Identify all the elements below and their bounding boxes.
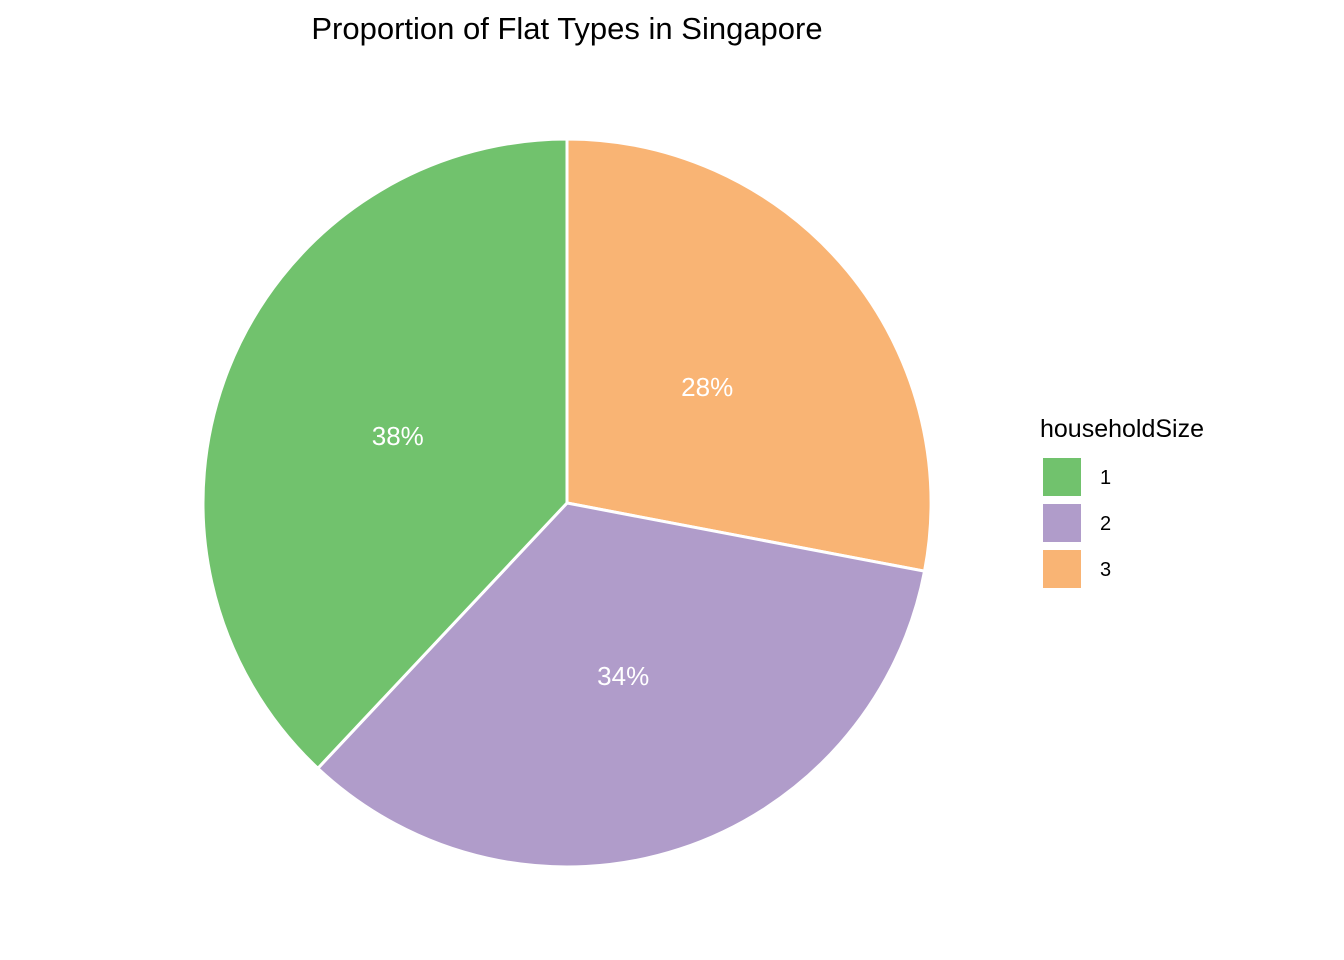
legend-label-1: 1 — [1100, 467, 1111, 489]
pie-slice-3 — [565, 137, 933, 573]
legend-swatch-1 — [1043, 458, 1081, 496]
pie-slice-2 — [315, 501, 927, 869]
slice-label-2: 34% — [597, 661, 649, 691]
pie-slice-1 — [201, 137, 569, 771]
pie-labels: 28% 34% 38% — [372, 372, 733, 691]
chart-title: Proportion of Flat Types in Singapore — [311, 11, 822, 46]
slice-label-1: 38% — [372, 421, 424, 451]
pie-slices — [201, 137, 933, 869]
legend: householdSize 1 2 3 — [1040, 415, 1204, 588]
legend-swatch-3 — [1043, 550, 1081, 588]
legend-label-3: 3 — [1100, 559, 1111, 581]
legend-items: 1 2 3 — [1043, 458, 1111, 588]
legend-swatch-2 — [1043, 504, 1081, 542]
legend-title: householdSize — [1040, 415, 1204, 443]
slice-label-3: 28% — [681, 372, 733, 402]
legend-label-2: 2 — [1100, 513, 1111, 535]
